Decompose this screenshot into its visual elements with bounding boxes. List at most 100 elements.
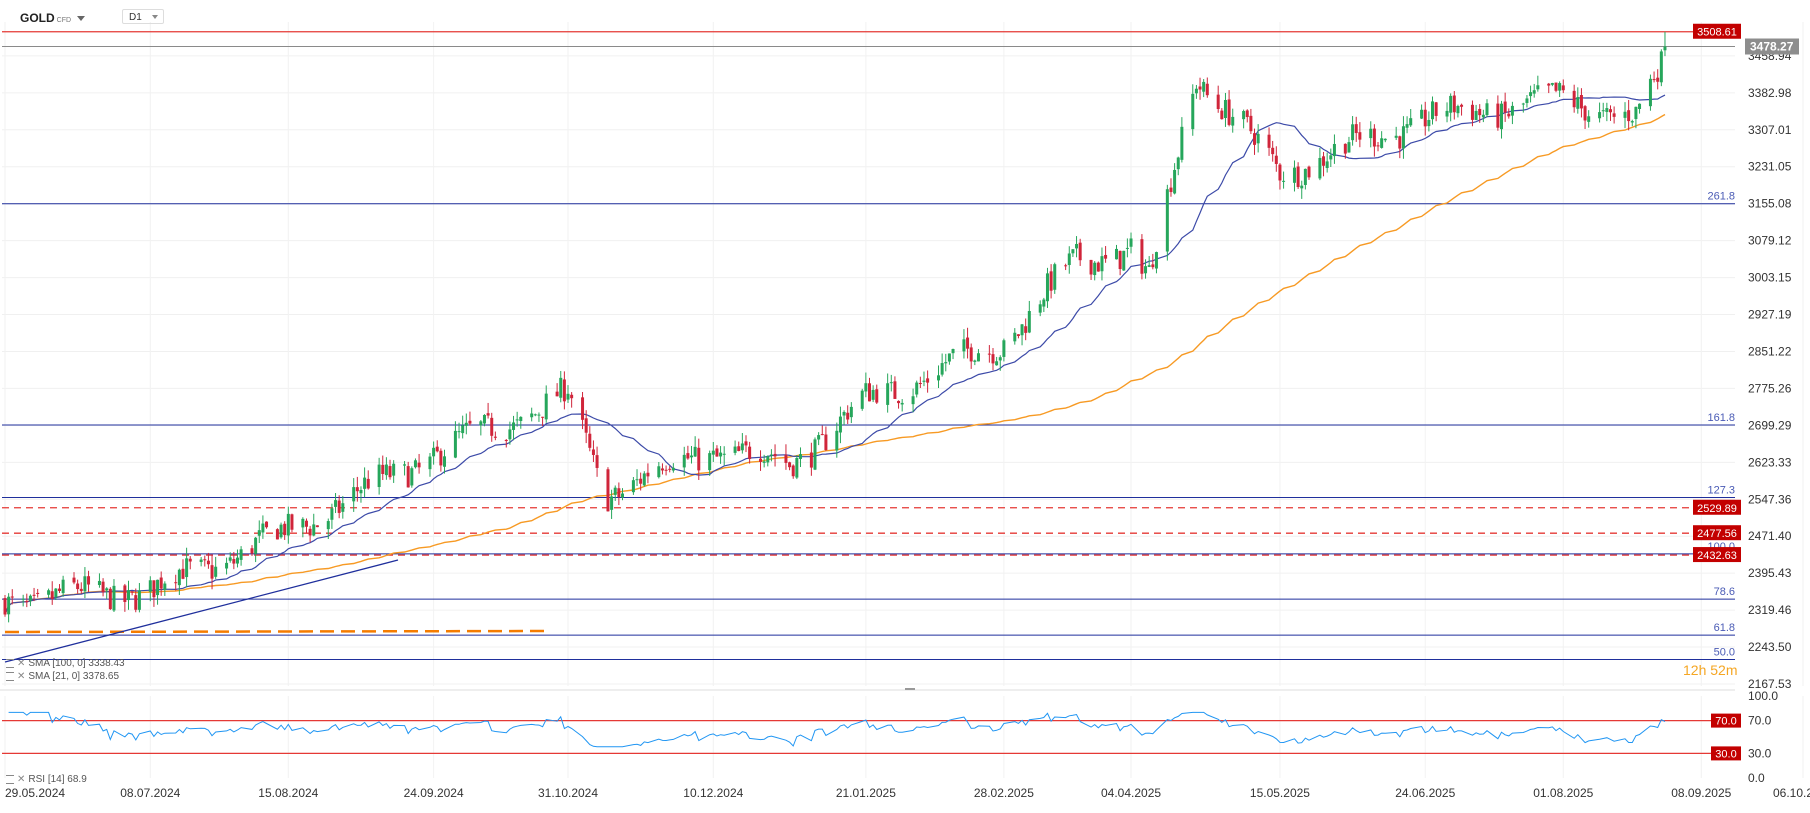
candle-body xyxy=(817,435,821,440)
price-tag: 2477.56 xyxy=(1697,528,1737,540)
candle-body xyxy=(1547,83,1551,86)
candle-body xyxy=(137,590,141,610)
candle-body xyxy=(152,580,156,598)
candle-body xyxy=(889,382,893,384)
candle-body xyxy=(453,430,457,458)
price-tick-label: 2395.43 xyxy=(1748,566,1792,580)
candle-body xyxy=(1253,133,1257,145)
candle-body xyxy=(1369,128,1373,139)
legend-sma21[interactable]: ✕ SMA [21, 0] 3378.65 xyxy=(6,671,119,682)
candle-body xyxy=(1521,103,1525,105)
sma100-label: SMA [100, 0] 3338.43 xyxy=(28,658,125,669)
fib-level-label: 61.8 xyxy=(1714,622,1735,634)
candle-body xyxy=(1652,79,1656,81)
close-icon[interactable]: ✕ xyxy=(17,671,26,682)
date-tick-label: 21.01.2025 xyxy=(836,786,896,800)
candle-body xyxy=(639,478,643,484)
candle-body xyxy=(428,456,432,470)
date-tick-label: 04.04.2025 xyxy=(1101,786,1161,800)
candle-body xyxy=(533,414,537,416)
candle-body xyxy=(842,411,846,416)
close-icon[interactable]: ✕ xyxy=(17,658,26,669)
candle-body xyxy=(10,596,14,598)
settings-icon[interactable] xyxy=(6,658,14,668)
candle-body xyxy=(177,569,181,586)
current-price-tag-bg xyxy=(1745,38,1799,55)
candle-body xyxy=(210,565,214,579)
candle-body xyxy=(1002,340,1006,357)
candle-body xyxy=(206,560,210,565)
candle-body xyxy=(1205,83,1209,96)
candle-body xyxy=(384,464,388,476)
close-icon[interactable]: ✕ xyxy=(17,774,26,785)
candle-body xyxy=(156,579,160,596)
candle-body xyxy=(308,528,312,536)
candle-body xyxy=(1481,114,1485,118)
candle-body xyxy=(1216,94,1220,110)
candle-body xyxy=(1151,264,1155,268)
candle-body xyxy=(1351,124,1355,141)
candle-body xyxy=(464,422,468,426)
candle-body xyxy=(871,389,875,400)
candle-body xyxy=(265,521,269,528)
candle-body xyxy=(1296,166,1300,188)
candle-body xyxy=(922,380,926,382)
candle-body xyxy=(1427,119,1431,127)
candle-body xyxy=(479,421,483,426)
candle-body xyxy=(610,496,614,510)
candle-body xyxy=(788,462,792,468)
candle-body xyxy=(508,429,512,440)
candle-body xyxy=(784,454,788,463)
candle-body xyxy=(87,576,91,585)
candle-body xyxy=(1608,109,1612,113)
candle-body xyxy=(1445,110,1449,117)
candle-body xyxy=(1278,164,1282,181)
rsi-level-tag-bg xyxy=(1711,713,1741,728)
candle-body xyxy=(744,441,748,446)
candle-body xyxy=(232,559,236,564)
legend-sma100[interactable]: ✕ SMA [100, 0] 3338.43 xyxy=(6,658,125,669)
candle-body xyxy=(1347,142,1351,153)
candle-body xyxy=(1013,332,1017,342)
candle-body xyxy=(555,391,559,397)
legend-rsi[interactable]: ✕ RSI [14] 68.9 xyxy=(6,774,87,785)
candle-body xyxy=(1659,51,1663,83)
candle-body xyxy=(468,420,472,424)
candle-body xyxy=(693,446,697,457)
settings-icon[interactable] xyxy=(6,774,14,784)
sma21-label: SMA [21, 0] 3378.65 xyxy=(28,671,120,682)
candle-body xyxy=(486,413,490,416)
candle-body xyxy=(940,363,944,375)
price-tick-label: 2927.19 xyxy=(1748,308,1792,322)
candle-body xyxy=(28,595,32,601)
price-tick-label: 2167.53 xyxy=(1748,677,1792,691)
timeframe-selector[interactable]: D1 xyxy=(122,9,164,24)
candle-body xyxy=(1572,90,1576,108)
candle-body xyxy=(1303,168,1307,185)
candle-body xyxy=(1409,118,1413,126)
candle-body xyxy=(1532,90,1536,94)
symbol-selector[interactable]: GOLD CFD xyxy=(20,11,86,25)
candle-body xyxy=(708,453,712,471)
candle-body xyxy=(897,400,901,404)
settings-icon[interactable] xyxy=(6,671,14,681)
candle-body xyxy=(457,431,461,433)
candle-body xyxy=(544,393,548,420)
candle-body xyxy=(1627,110,1631,122)
candle-body xyxy=(759,458,763,462)
candle-body xyxy=(1231,116,1235,126)
candle-body xyxy=(355,487,359,492)
candle-body xyxy=(1605,108,1609,112)
candle-body xyxy=(1561,85,1565,91)
candle-body xyxy=(998,357,1002,361)
current-price-tag: 3478.27 xyxy=(1750,40,1794,54)
price-tick-label: 2243.50 xyxy=(1748,640,1792,654)
candle-body xyxy=(330,508,334,520)
candle-body xyxy=(962,339,966,352)
candle-body xyxy=(1656,77,1660,82)
candle-body xyxy=(1256,133,1260,144)
candle-body xyxy=(47,590,51,595)
chart-toolbar: GOLD CFD D1 xyxy=(0,0,520,34)
candle-body xyxy=(334,500,338,507)
